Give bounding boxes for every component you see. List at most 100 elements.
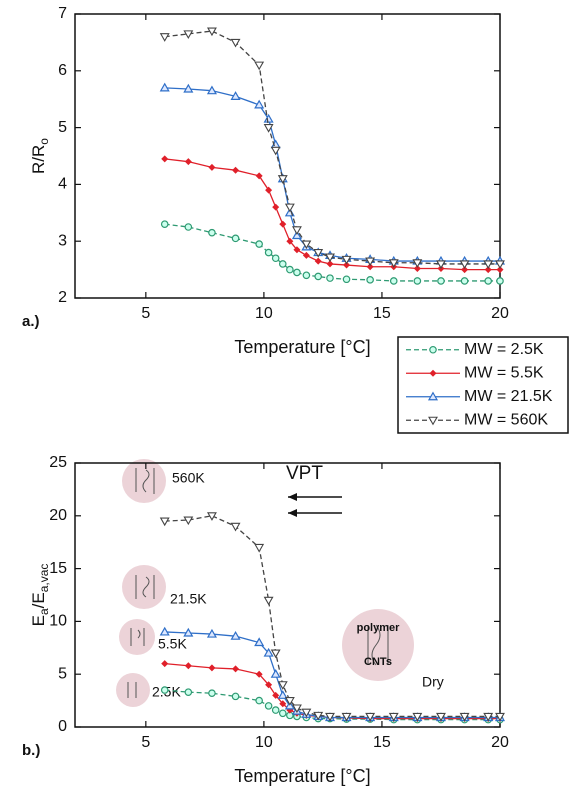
y-tick-label: 5: [58, 665, 67, 682]
y-tick-label: 5: [58, 119, 67, 136]
marker: [484, 277, 492, 285]
marker: [341, 712, 352, 722]
y-tick-label: 2: [58, 289, 67, 306]
marker: [495, 260, 505, 270]
y-axis-label-part: /E: [29, 592, 48, 608]
y-tick-label: 15: [49, 560, 67, 577]
marker: [428, 416, 438, 426]
marker: [429, 345, 437, 354]
marker: [183, 627, 194, 637]
marker: [388, 259, 399, 268]
x-axis-label: Temperature [°C]: [234, 766, 370, 786]
y-axis-label-part: o: [37, 138, 51, 145]
y-axis-label-part: E: [29, 615, 48, 626]
y-tick-label: 0: [58, 718, 67, 735]
marker: [264, 248, 273, 257]
marker: [208, 163, 216, 171]
marker: [291, 230, 302, 240]
marker: [277, 175, 288, 184]
series-line: [164, 631, 500, 719]
marker: [270, 146, 281, 156]
y-axis-label: R/Ro: [29, 138, 51, 174]
marker: [270, 649, 281, 659]
marker: [265, 186, 273, 194]
marker: [230, 91, 241, 100]
annotation: VPT: [286, 463, 323, 484]
x-axis-label: Temperature [°C]: [234, 337, 370, 357]
x-tick-label: 5: [141, 305, 150, 322]
y-axis-label-part: R/R: [29, 145, 48, 174]
marker: [183, 83, 194, 93]
icon-5k: [119, 619, 155, 655]
marker: [279, 220, 287, 228]
marker: [436, 712, 446, 722]
x-tick-label: 5: [141, 734, 150, 751]
y-tick-label: 10: [49, 613, 67, 630]
legend-label: MW = 560K: [464, 411, 548, 428]
marker: [159, 517, 170, 527]
marker: [184, 662, 192, 670]
arrow-head: [288, 493, 297, 501]
annotation: polymer: [357, 622, 401, 634]
marker: [413, 264, 421, 272]
x-tick-label: 10: [255, 734, 273, 751]
annotation: 5.5K: [158, 636, 187, 652]
marker: [263, 596, 274, 606]
marker: [496, 277, 504, 285]
annotation: 21.5K: [170, 591, 207, 607]
marker: [343, 261, 351, 269]
y-tick-label: 20: [49, 507, 67, 524]
x-tick-label: 20: [491, 305, 509, 322]
marker: [231, 234, 240, 243]
marker: [277, 681, 288, 690]
marker: [254, 637, 265, 647]
marker: [271, 706, 280, 714]
arrow-head: [288, 509, 297, 517]
icon-560k: [122, 459, 166, 503]
annotation: CNTs: [364, 656, 392, 668]
icon-sketch: [127, 682, 137, 698]
marker: [159, 626, 170, 636]
legend-box: [397, 336, 569, 434]
icon-21k: [122, 565, 166, 609]
marker: [183, 30, 194, 39]
marker: [293, 246, 301, 254]
marker: [326, 274, 334, 282]
marker: [184, 158, 192, 166]
x-tick-label: 15: [373, 734, 391, 751]
marker: [183, 516, 194, 526]
marker: [459, 712, 470, 722]
marker: [264, 702, 273, 710]
marker: [436, 260, 446, 270]
y-tick-label: 4: [58, 176, 67, 193]
marker: [255, 172, 263, 180]
marker: [293, 268, 301, 277]
marker: [412, 712, 423, 722]
series-line: [164, 87, 500, 262]
legend-label: MW = 21.5K: [464, 388, 553, 405]
annotation: Dry: [422, 674, 444, 690]
x-tick-label: 20: [491, 734, 509, 751]
marker: [278, 260, 287, 268]
marker: [230, 38, 241, 48]
legend-label: MW = 2.5K: [464, 341, 544, 358]
marker: [429, 369, 437, 377]
marker: [208, 664, 216, 672]
marker: [496, 266, 504, 274]
icon-2k: [116, 673, 150, 707]
marker: [301, 708, 312, 718]
y-tick-label: 6: [58, 62, 67, 79]
marker: [366, 263, 374, 271]
marker: [263, 647, 274, 657]
marker: [460, 277, 469, 285]
marker: [161, 660, 169, 668]
marker: [159, 82, 170, 92]
marker: [254, 99, 265, 109]
marker: [313, 711, 324, 721]
marker: [159, 33, 170, 42]
marker: [495, 712, 505, 722]
marker: [255, 240, 263, 248]
marker: [342, 275, 351, 284]
marker: [286, 265, 294, 274]
